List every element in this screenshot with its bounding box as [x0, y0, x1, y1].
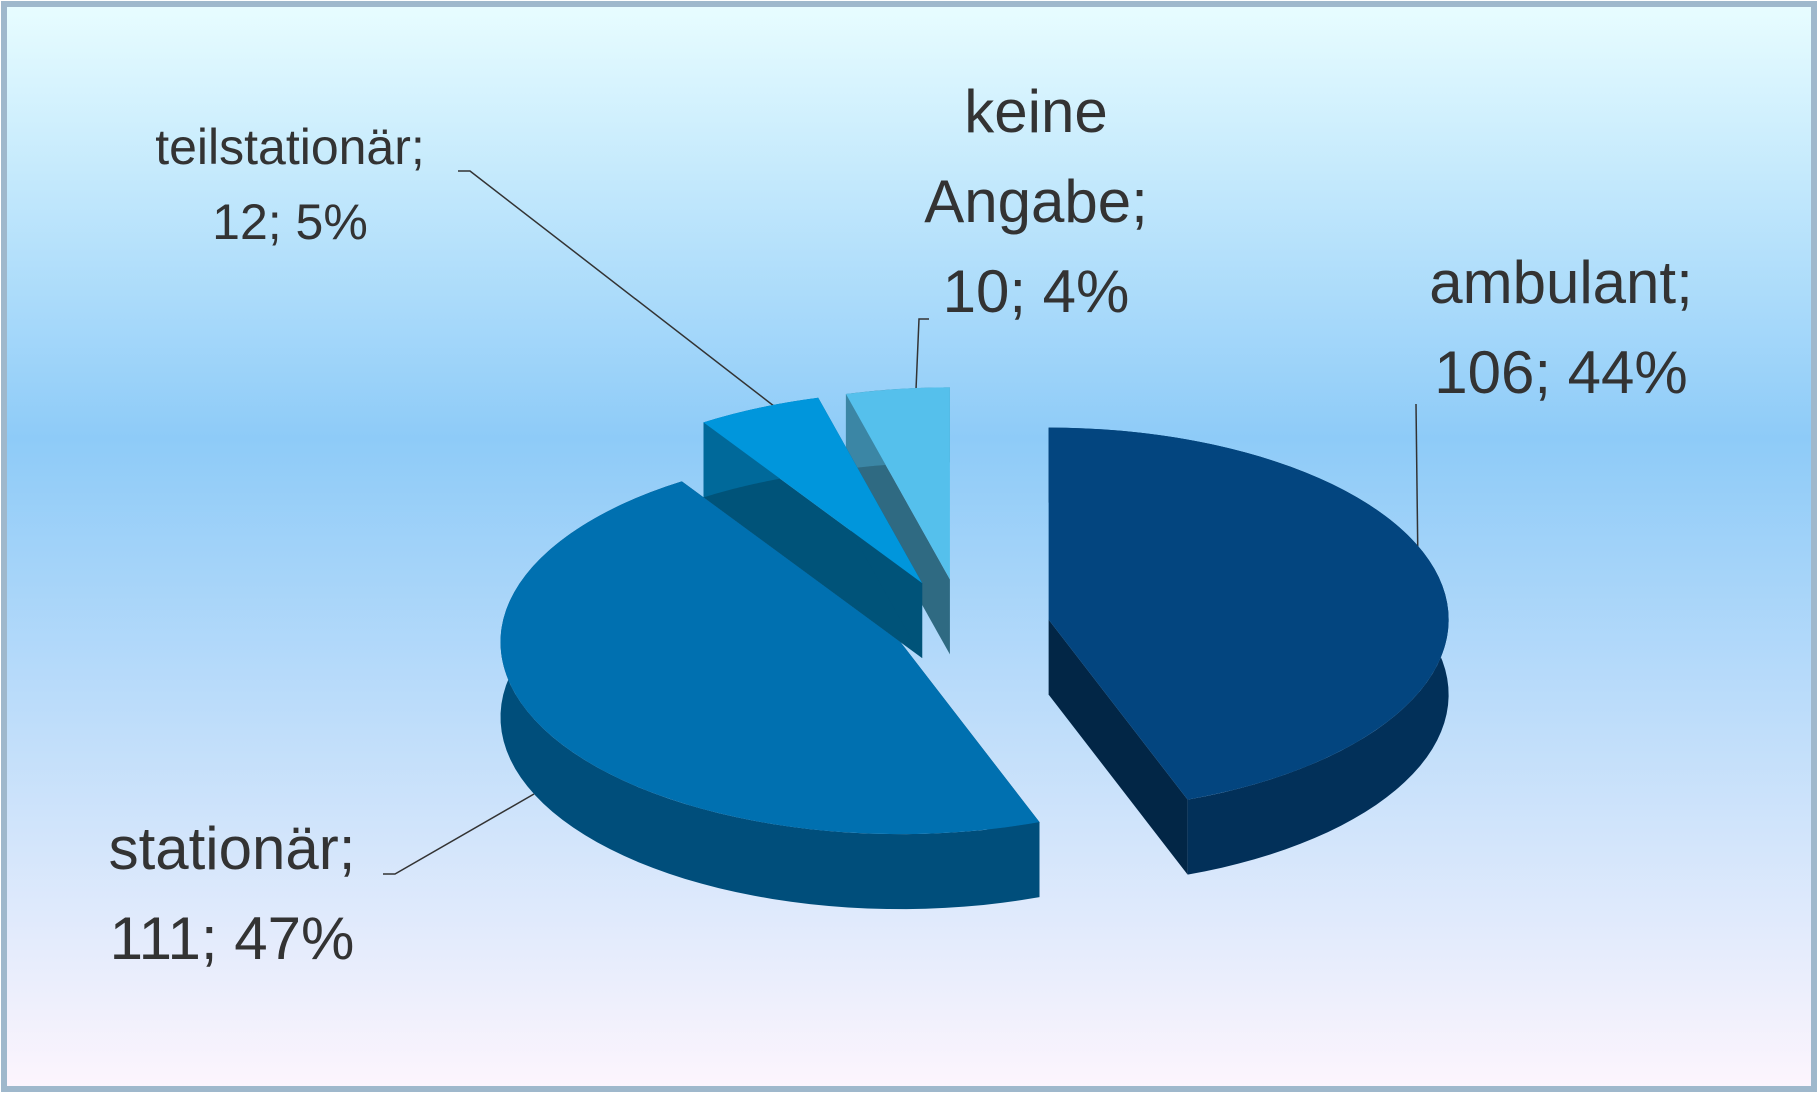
data-label: 111; 47%: [110, 905, 355, 972]
leader-line: [383, 793, 535, 875]
category-label: ambulant;: [1429, 249, 1693, 316]
pie: [500, 387, 1449, 910]
leader-line: [914, 318, 929, 414]
data-label: 12; 5%: [212, 194, 368, 250]
category-label: keine Angabe;: [924, 78, 1148, 235]
category-label: teilstationär;: [155, 119, 425, 175]
category-label: stationär;: [109, 815, 356, 882]
leader-line: [1415, 403, 1419, 570]
leader-line: [458, 170, 802, 428]
slice: [1048, 427, 1449, 800]
data-label: 10; 4%: [943, 258, 1130, 325]
slice: [500, 481, 1040, 835]
slice: [703, 397, 923, 584]
slice-wall: [500, 481, 1040, 910]
data-label: 106; 44%: [1434, 339, 1688, 406]
labels: ambulant; 106; 44% stationär; 111; 47% teils…: [109, 78, 1693, 972]
leader-lines: [383, 170, 1419, 875]
slice-side: [1048, 619, 1188, 875]
slice: [845, 387, 950, 580]
